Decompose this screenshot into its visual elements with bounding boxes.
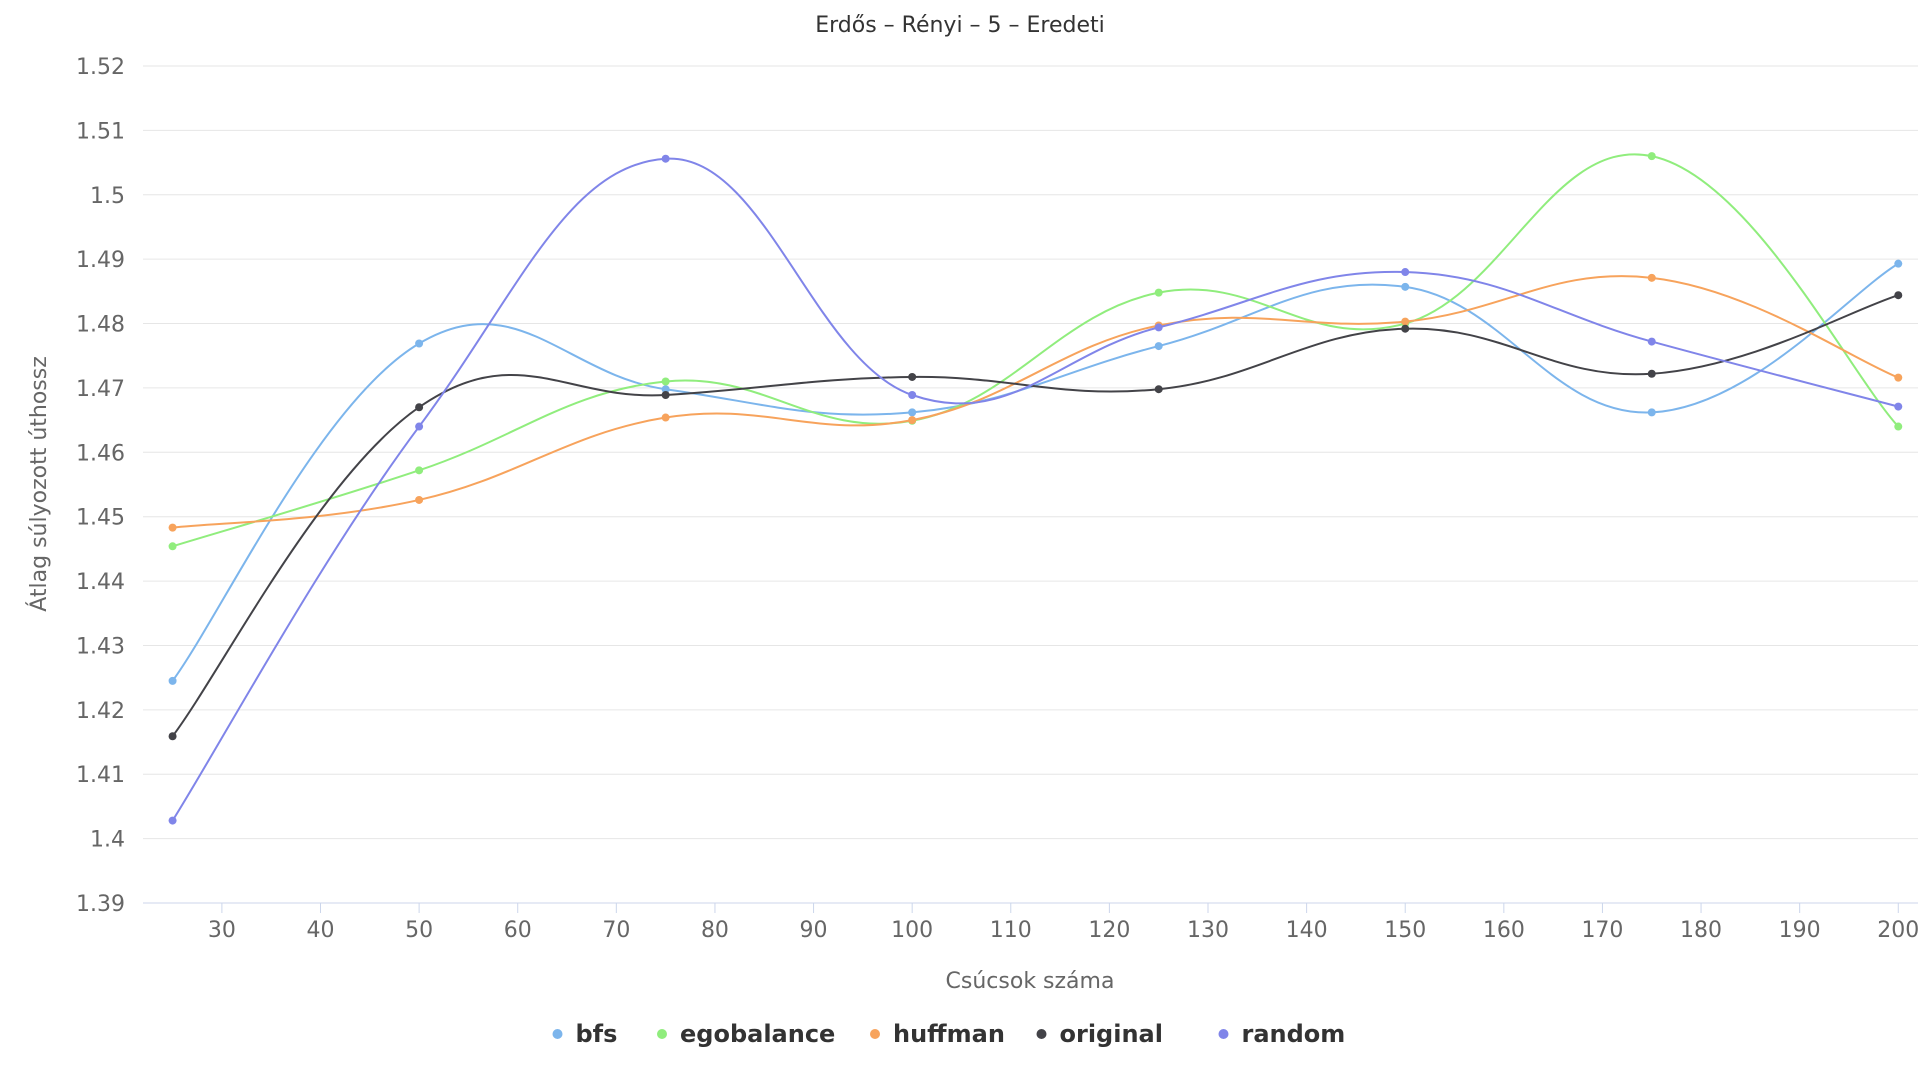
x-tick-label: 40 [307, 918, 335, 943]
data-point-original[interactable] [908, 372, 917, 381]
data-point-random[interactable] [415, 422, 424, 431]
data-point-bfs[interactable] [415, 339, 424, 348]
y-tick-label: 1.41 [76, 763, 125, 788]
data-point-original[interactable] [1154, 385, 1163, 394]
data-point-random[interactable] [1647, 337, 1656, 346]
data-point-egobalance[interactable] [1894, 422, 1903, 431]
data-point-bfs[interactable] [1894, 259, 1903, 268]
x-tick-label: 80 [701, 918, 729, 943]
data-point-egobalance[interactable] [1154, 288, 1163, 297]
legend-marker [1218, 1029, 1229, 1039]
data-point-huffman[interactable] [661, 413, 670, 422]
x-tick-label: 180 [1680, 918, 1722, 943]
y-tick-label: 1.5 [90, 184, 125, 209]
x-tick-label: 160 [1483, 918, 1525, 943]
legend: bfs egobalance huffman original random [552, 1020, 1346, 1048]
data-point-huffman[interactable] [1647, 273, 1656, 282]
x-tick-label: 110 [990, 918, 1032, 943]
y-tick-label: 1.42 [76, 699, 125, 724]
legend-item-bfs[interactable]: bfs [552, 1020, 618, 1048]
grid-lines [143, 65, 1918, 904]
x-tick-label: 50 [405, 918, 433, 943]
legend-label: bfs [576, 1020, 618, 1048]
y-tick-label: 1.52 [76, 55, 125, 80]
legend-marker [657, 1029, 667, 1039]
legend-marker [870, 1029, 880, 1039]
x-tick-label: 90 [800, 918, 828, 943]
data-point-huffman[interactable] [1401, 317, 1410, 326]
y-tick-label: 1.45 [76, 506, 125, 531]
data-point-egobalance[interactable] [415, 466, 424, 475]
legend-label: egobalance [680, 1020, 835, 1048]
y-tick-label: 1.39 [76, 892, 125, 917]
legend-item-huffman[interactable]: huffman [870, 1020, 1005, 1048]
x-axis: 30 40 50 60 70 80 90 100 110 120 130 140 150 160 170 18… [143, 902, 1919, 943]
x-tick-label: 70 [602, 918, 630, 943]
data-point-bfs[interactable] [1647, 408, 1656, 417]
y-tick-label: 1.48 [76, 313, 125, 338]
legend-item-original[interactable]: original [1036, 1020, 1163, 1048]
y-tick-label: 1.49 [76, 248, 125, 273]
series-line-random [171, 157, 1899, 822]
x-tick-label: 140 [1286, 918, 1328, 943]
data-point-huffman[interactable] [908, 416, 917, 425]
x-tick-label: 100 [891, 918, 933, 943]
data-point-random[interactable] [168, 816, 177, 825]
data-point-random[interactable] [1401, 268, 1410, 277]
y-tick-label: 1.44 [76, 570, 125, 595]
x-tick-label: 200 [1877, 918, 1919, 943]
data-point-bfs[interactable] [1154, 342, 1163, 351]
data-point-original[interactable] [415, 403, 424, 412]
series-line-egobalance [172, 153, 1900, 548]
data-point-random[interactable] [661, 154, 670, 163]
series-line-bfs [171, 262, 1899, 682]
y-tick-label: 1.43 [76, 634, 125, 659]
legend-item-egobalance[interactable]: egobalance [657, 1020, 835, 1048]
x-tick-label: 120 [1088, 918, 1130, 943]
data-point-bfs[interactable] [1401, 282, 1410, 291]
data-point-random[interactable] [1894, 402, 1903, 411]
data-point-random[interactable] [908, 391, 917, 400]
data-point-huffman[interactable] [1894, 373, 1903, 382]
data-point-bfs[interactable] [661, 385, 670, 394]
y-tick-label: 1.4 [90, 828, 125, 853]
x-tick-label: 30 [208, 918, 236, 943]
series-line-huffman [172, 275, 1899, 529]
y-axis-title: Átlag súlyozott úthossz [26, 356, 52, 612]
data-point-bfs[interactable] [168, 676, 177, 685]
y-tick-label: 1.46 [76, 441, 125, 466]
y-tick-label: 1.51 [76, 119, 125, 144]
x-tick-label: 150 [1384, 918, 1426, 943]
data-point-egobalance[interactable] [168, 542, 177, 551]
x-tick-label: 190 [1779, 918, 1821, 943]
x-tick-label: 60 [504, 918, 532, 943]
data-point-huffman[interactable] [168, 523, 177, 532]
legend-label: huffman [893, 1020, 1005, 1048]
data-point-huffman[interactable] [415, 495, 424, 504]
y-tick-label: 1.47 [76, 377, 125, 402]
data-point-original[interactable] [168, 732, 177, 741]
series-line-original [171, 294, 1899, 737]
data-point-egobalance[interactable] [1647, 152, 1656, 161]
data-point-original[interactable] [1894, 291, 1903, 300]
legend-marker [552, 1029, 563, 1039]
x-tick-label: 130 [1187, 918, 1229, 943]
x-axis-title: Csúcsok száma [946, 969, 1115, 994]
series-group [168, 152, 1903, 825]
legend-label: original [1060, 1020, 1163, 1048]
data-point-original[interactable] [1647, 369, 1656, 378]
data-point-original[interactable] [661, 391, 670, 400]
data-point-random[interactable] [1154, 323, 1163, 332]
data-point-egobalance[interactable] [661, 377, 670, 386]
y-axis: 1.39 1.4 1.41 1.42 1.43 1.44 1.45 1.46 1.47 1.48 1… [76, 55, 125, 917]
chart-title: Erdős – Rényi – 5 – Eredeti [815, 13, 1105, 38]
legend-marker [1036, 1029, 1047, 1039]
x-tick-label: 170 [1581, 918, 1623, 943]
legend-label: random [1242, 1020, 1346, 1048]
data-point-original[interactable] [1401, 324, 1410, 333]
data-point-bfs[interactable] [908, 408, 917, 417]
legend-item-random[interactable]: random [1218, 1020, 1346, 1048]
